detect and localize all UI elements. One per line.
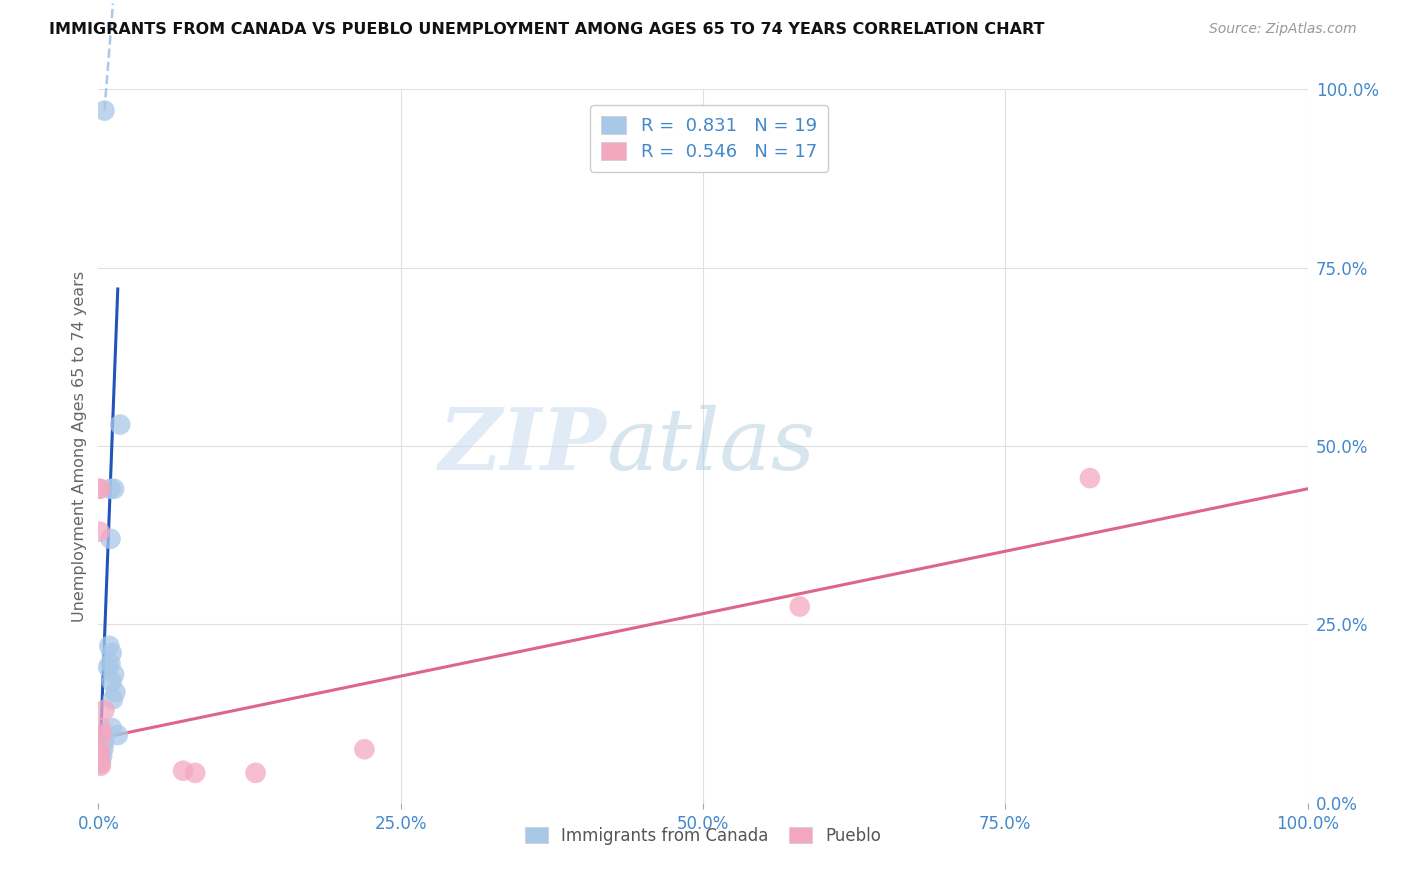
Point (100, 657, 122, 671)
Point (104, 685, 127, 699)
Point (100, 532, 122, 546)
Point (98, 639, 121, 653)
Point (91, 728, 114, 742)
Point (789, 599, 811, 614)
Point (89, 744, 111, 758)
Point (100, 721, 122, 735)
Text: Source: ZipAtlas.com: Source: ZipAtlas.com (1209, 22, 1357, 37)
Point (90, 721, 112, 735)
Point (184, 765, 207, 780)
Point (93, 703, 115, 717)
Point (90, 756, 112, 771)
Point (103, 482, 125, 496)
Point (353, 742, 375, 756)
Text: ZIP: ZIP (439, 404, 606, 488)
Point (1078, 471, 1101, 485)
Point (103, 667, 125, 681)
Point (89, 524, 111, 539)
Point (93, 103, 115, 118)
Text: atlas: atlas (606, 405, 815, 487)
Point (91, 749, 114, 764)
Point (245, 765, 267, 780)
Text: IMMIGRANTS FROM CANADA VS PUEBLO UNEMPLOYMENT AMONG AGES 65 TO 74 YEARS CORRELAT: IMMIGRANTS FROM CANADA VS PUEBLO UNEMPLO… (49, 22, 1045, 37)
Point (91, 742, 114, 756)
Point (100, 646, 122, 660)
Point (108, 417, 131, 432)
Point (89, 482, 111, 496)
Point (97, 660, 120, 674)
Point (89, 756, 111, 771)
Point (89, 742, 111, 756)
Point (89, 749, 111, 764)
Y-axis label: Unemployment Among Ages 65 to 74 years: Unemployment Among Ages 65 to 74 years (72, 270, 87, 622)
Point (172, 764, 194, 778)
Point (93, 735, 115, 749)
Point (107, 728, 129, 742)
Point (100, 482, 122, 496)
Point (100, 674, 122, 689)
Legend: Immigrants from Canada, Pueblo: Immigrants from Canada, Pueblo (517, 821, 889, 852)
Point (90, 758, 112, 772)
Point (101, 692, 124, 706)
Point (89, 482, 111, 496)
